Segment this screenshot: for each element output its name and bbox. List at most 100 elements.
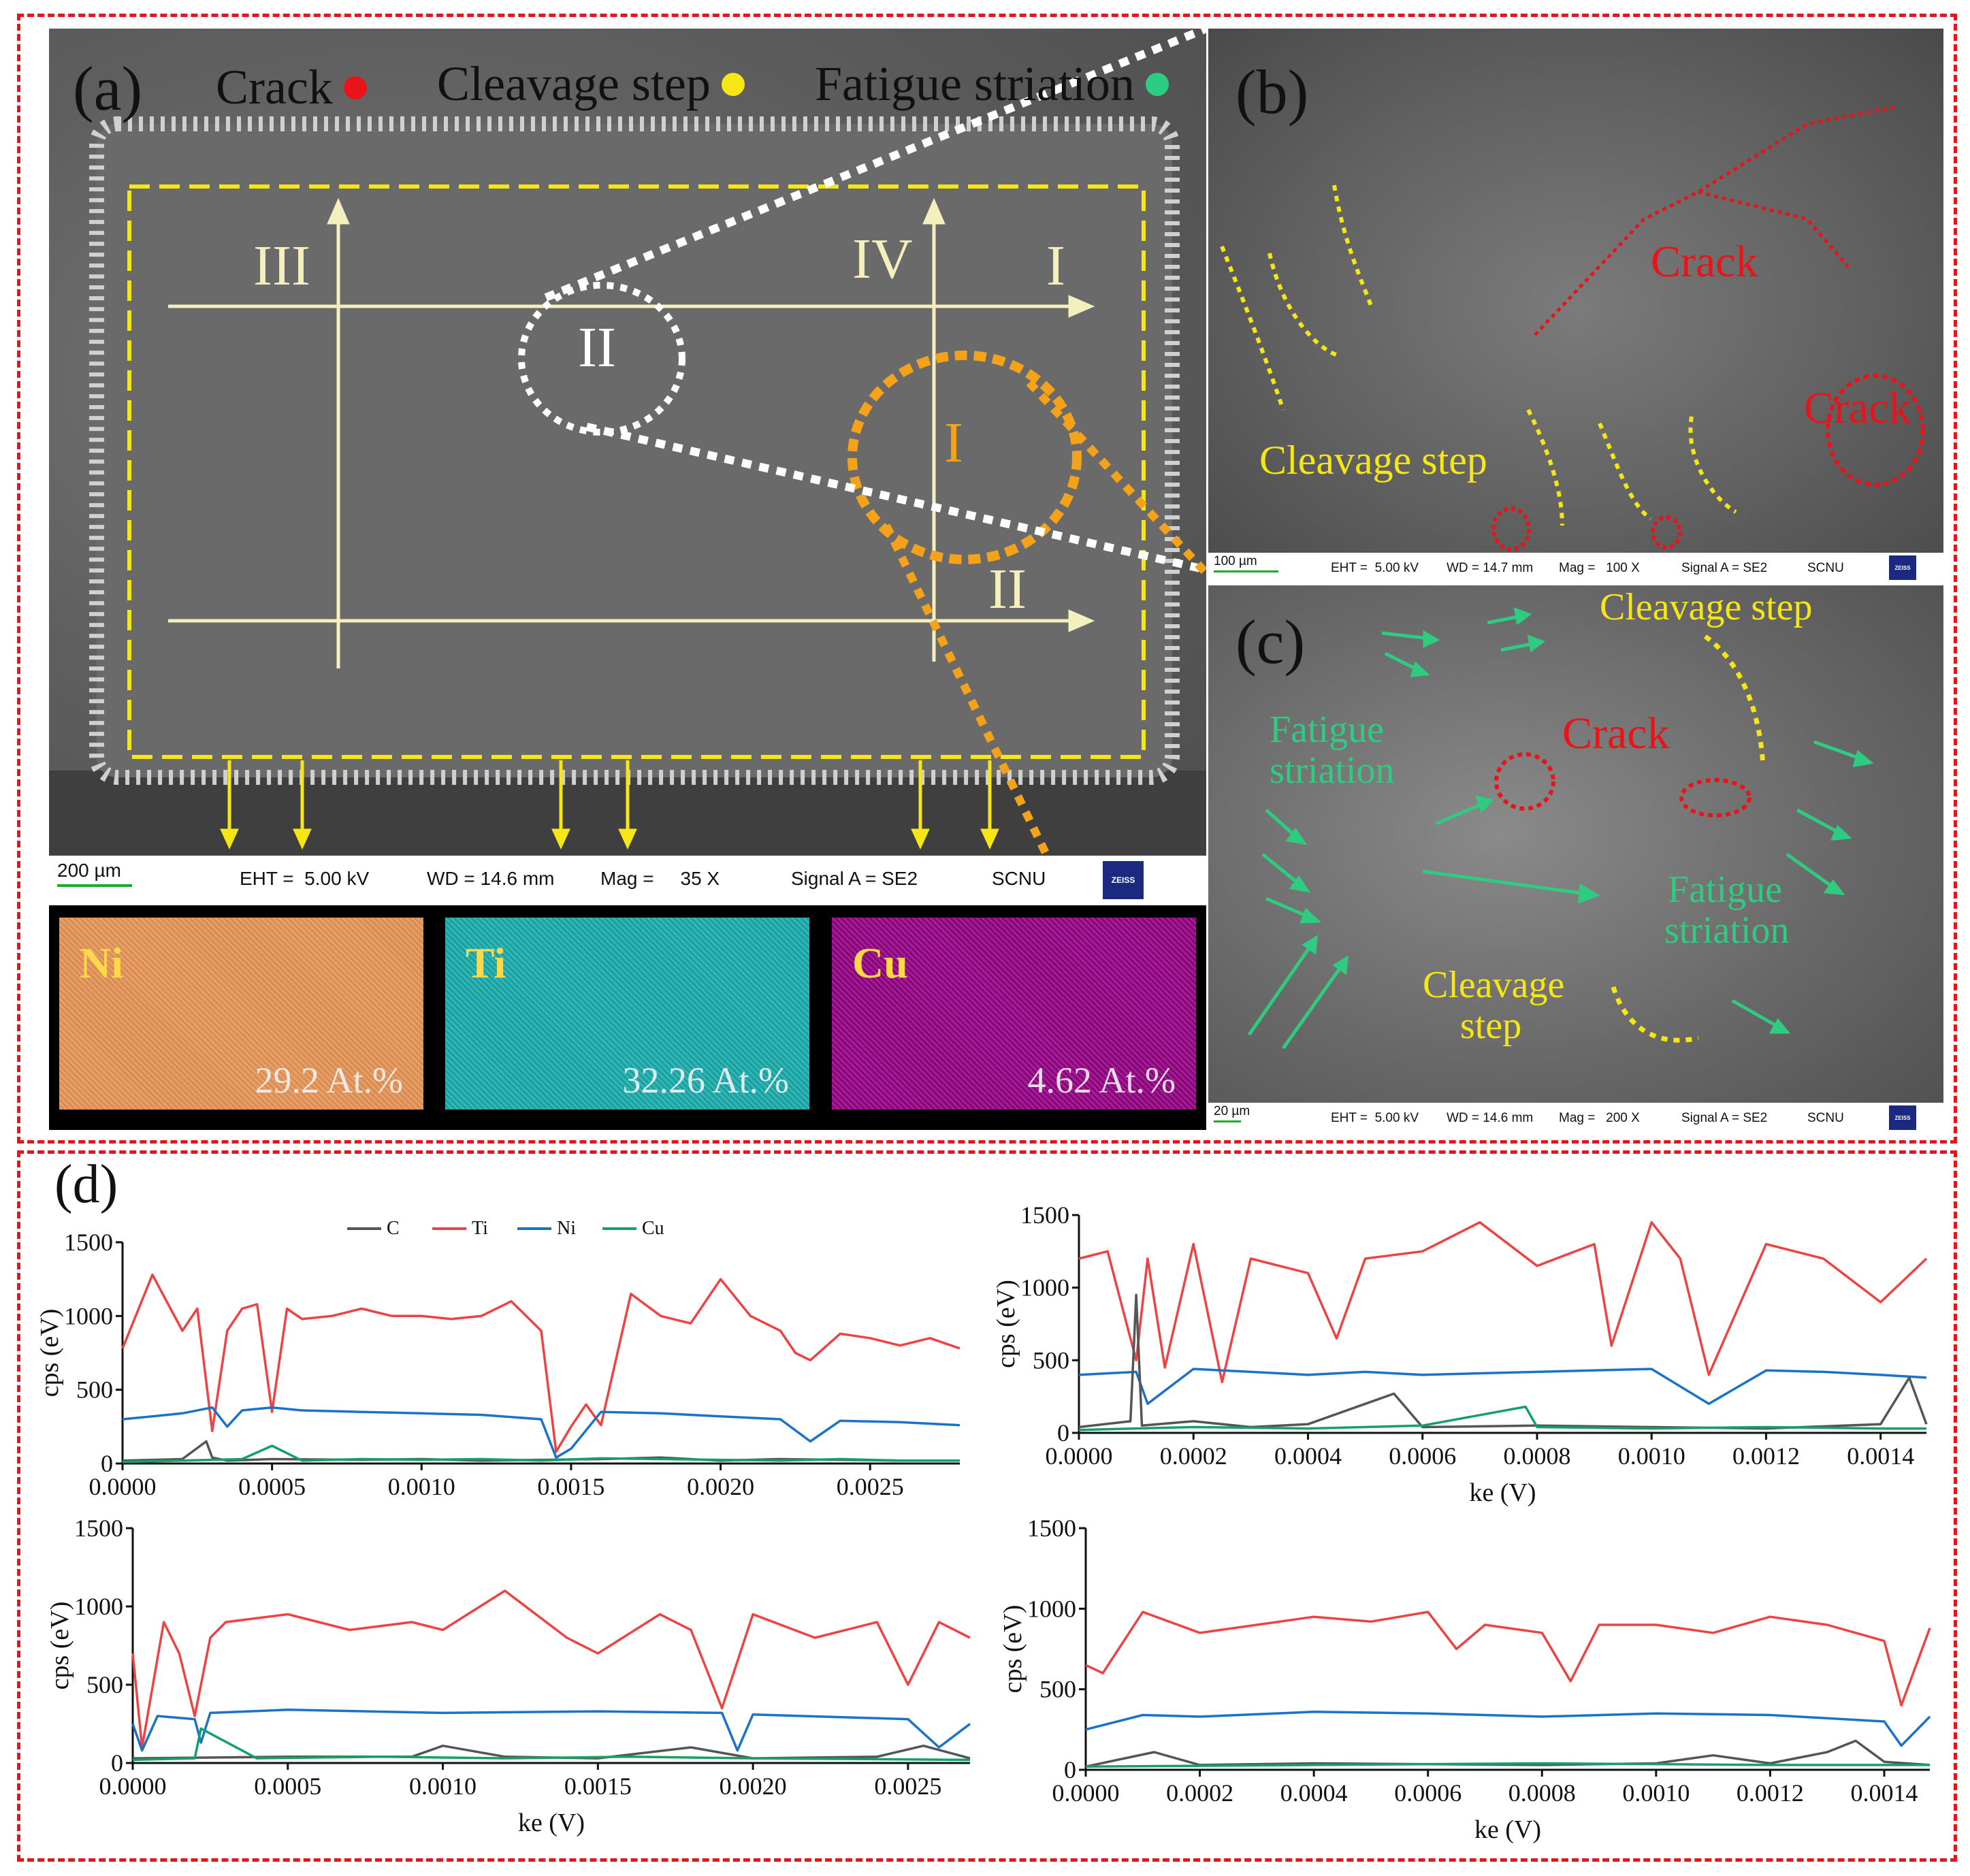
panel-a-lab: SCNU: [992, 868, 1046, 889]
legend-fatigue-label: Fatigue striation: [815, 56, 1135, 111]
region-label-I-line: I: [1046, 234, 1065, 297]
y-tick-label: 1500: [1020, 1201, 1069, 1229]
panel-c-signal: Signal A = SE2: [1681, 1111, 1768, 1125]
eds-map-ti: Ti 32.26 At.%: [445, 918, 809, 1110]
panel-c-scale-label: 20 µm: [1214, 1104, 1250, 1118]
panel-a-scale-bar: 200 µm: [57, 860, 132, 887]
x-axis-label: ke (V): [518, 1809, 585, 1837]
panel-c-letter: (c): [1236, 607, 1306, 677]
chart-top-right: 0 500 1000 1500 0.0000 0.0002 0.0004 0.0006 0.00…: [992, 1201, 1928, 1507]
eds-maps-strip: Ni 29.2 At.% Ti 32.26 At.% Cu 4.62 At.%: [49, 905, 1206, 1130]
series-line-Cu: [132, 1727, 971, 1762]
chart-bottom-left: 0 500 1000 1500 0.0000 0.0005 0.0010 0.0015 0.00…: [46, 1515, 971, 1837]
x-tick-label: 0.0010: [409, 1773, 477, 1800]
panel-a-info-bar: 200 µm EHT = 5.00 kV WD = 14.6 mm Mag = …: [49, 856, 1206, 903]
panel-c-cleavage-bottom-1: Cleavage: [1423, 964, 1565, 1006]
series-line-Cu: [1078, 1405, 1926, 1432]
y-tick-label: 1500: [74, 1515, 123, 1542]
panel-c-mag: Mag = 200 X: [1559, 1111, 1640, 1125]
y-axis-label: cps (eV): [999, 1605, 1027, 1694]
eds-map-ti-value: 32.26 At.%: [622, 1060, 789, 1101]
y-axis-label: cps (eV): [46, 1602, 74, 1690]
y-tick-label: 1000: [64, 1302, 113, 1329]
series-line-C: [1078, 1293, 1928, 1430]
panel-c-cleavage-top: Cleavage step: [1600, 586, 1813, 628]
x-tick-label: 0.0012: [1732, 1442, 1800, 1470]
y-tick-label: 500: [86, 1671, 123, 1698]
legend-label-Cu: Cu: [642, 1218, 664, 1239]
legend-crack-dot: [343, 76, 367, 99]
panel-c-crack-label: Crack: [1562, 709, 1670, 758]
chart-top-left: 0 500 1000 1500 0.0000 0.0005 0.0010 0.0015 0.00…: [35, 1218, 960, 1500]
series-line-Cu: [122, 1444, 960, 1463]
panel-a-eht: EHT = 5.00 kV: [240, 868, 370, 889]
x-tick-label: 0.0004: [1274, 1442, 1342, 1470]
panel-b-lab: SCNU: [1807, 561, 1844, 575]
x-tick-label: 0.0012: [1737, 1779, 1804, 1807]
panel-b-cleavage-label: Cleavage step: [1259, 438, 1487, 483]
x-tick-label: 0.0010: [1622, 1779, 1690, 1807]
panel-d-letter: (d): [54, 1154, 118, 1214]
x-tick-label: 0.0006: [1389, 1442, 1456, 1470]
panel-a-scale-line: [57, 884, 132, 887]
y-tick-label: 0: [101, 1450, 113, 1477]
panel-b-info-bar: 100 µm EHT = 5.00 kV WD = 14.7 mm Mag = …: [1208, 553, 1943, 583]
series-line-Ni: [1078, 1368, 1927, 1406]
panel-c-fatigue-right-1: Fatigue: [1668, 869, 1782, 911]
series-line-Ni: [122, 1406, 960, 1459]
series-line-Ti: [121, 1273, 960, 1453]
y-axis-label: cps (eV): [992, 1280, 1020, 1368]
panel-b-scale-bar: 100 µm: [1214, 554, 1278, 572]
x-tick-label: 0.0015: [564, 1773, 632, 1800]
y-axis-label: cps (eV): [35, 1309, 64, 1397]
legend-crack-label: Crack: [216, 60, 333, 114]
panel-b-sem-image: (b) Crack Crack Cleavage step 100 µm EHT…: [1208, 29, 1943, 583]
y-tick-label: 0: [111, 1749, 123, 1777]
panel-c-eht: EHT = 5.00 kV: [1331, 1111, 1419, 1125]
x-tick-label: 0.0025: [837, 1473, 904, 1500]
panel-c-fatigue-left-2: striation: [1270, 749, 1395, 792]
y-tick-label: 0: [1064, 1756, 1076, 1783]
panel-c-scale-bar: 20 µm: [1214, 1104, 1250, 1122]
eds-map-cu-element: Cu: [852, 939, 908, 987]
eds-map-ti-element: Ti: [466, 939, 506, 987]
eds-map-ni-element: Ni: [80, 939, 123, 987]
chart-bottom-right: 0 500 1000 1500 0.0000 0.0002 0.0004 0.0006 0.00…: [999, 1515, 1931, 1844]
x-tick-label: 0.0002: [1166, 1779, 1233, 1807]
y-tick-label: 500: [1033, 1346, 1069, 1374]
bottom-figure-frame: [17, 1150, 1957, 1862]
legend-cleavage-step: Cleavage step: [437, 56, 745, 112]
panel-c-lab: SCNU: [1807, 1111, 1844, 1125]
panel-c-info-bar: 20 µm EHT = 5.00 kV WD = 14.6 mm Mag = 2…: [1208, 1103, 1943, 1133]
panel-b-crack-label-2: Crack: [1804, 383, 1911, 433]
region-label-I-circle: I: [944, 411, 963, 474]
x-axis-label: ke (V): [1474, 1815, 1541, 1844]
panel-c-wd: WD = 14.6 mm: [1447, 1111, 1534, 1125]
panel-c-fatigue-right-2: striation: [1664, 909, 1790, 952]
series-line-Ti: [131, 1589, 971, 1749]
panel-a-scale-label: 200 µm: [57, 860, 121, 881]
x-axis-label: ke (V): [1469, 1478, 1536, 1507]
region-label-II-line: II: [988, 557, 1027, 621]
x-tick-label: 0.0000: [1046, 1442, 1113, 1470]
x-tick-label: 0.0005: [238, 1473, 306, 1500]
series-line-C: [1085, 1739, 1931, 1768]
panel-b-eht: EHT = 5.00 kV: [1331, 561, 1419, 575]
panel-c-scale-line: [1214, 1120, 1241, 1122]
legend-cleavage-label: Cleavage step: [437, 56, 711, 111]
x-tick-label: 0.0014: [1847, 1442, 1914, 1470]
region-label-III: III: [253, 234, 310, 297]
y-tick-label: 500: [1039, 1676, 1076, 1703]
legend-crack: Crack: [216, 59, 367, 116]
panel-c-overlay: [1247, 607, 1874, 1050]
x-tick-label: 0.0005: [254, 1773, 321, 1800]
panel-a-sem-image: (a) Crack Cleavage step Fatigue striatio…: [49, 29, 1206, 903]
x-tick-label: 0.0006: [1394, 1779, 1462, 1807]
panel-c-zeiss-logo: ZEISS: [1889, 1105, 1916, 1130]
x-tick-label: 0.0010: [388, 1473, 455, 1500]
x-tick-label: 0.0000: [89, 1473, 157, 1500]
legend-label-Ti: Ti: [472, 1218, 488, 1239]
legend-fatigue-dot: [1145, 72, 1169, 96]
region-label-IV: IV: [852, 227, 913, 291]
region-label-II-circle: II: [578, 316, 616, 379]
